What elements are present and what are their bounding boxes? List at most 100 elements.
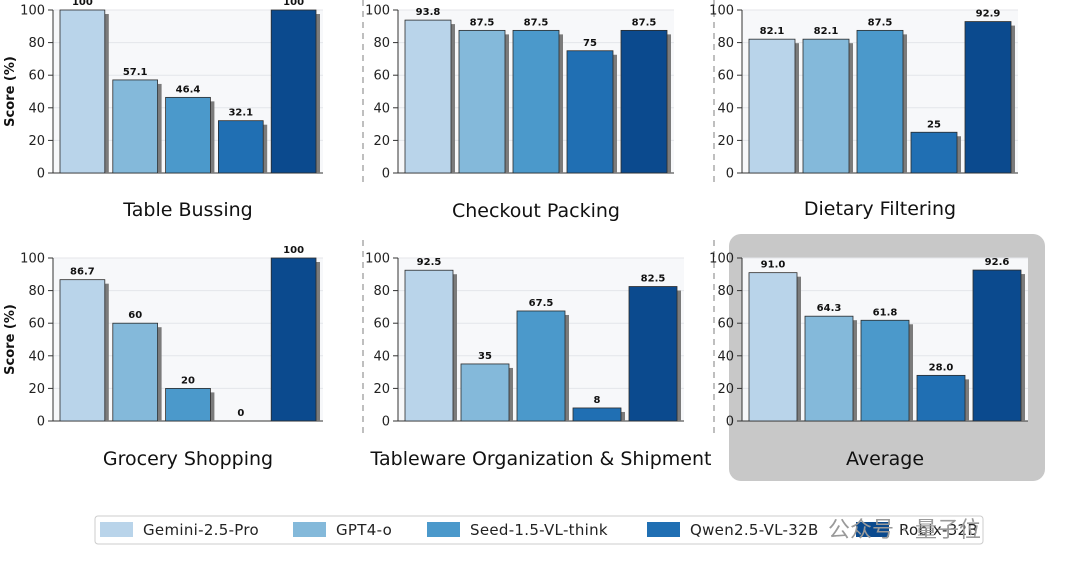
y-tick-label: 20 (717, 382, 734, 397)
y-tick-label: 40 (373, 101, 390, 116)
y-tick-label: 40 (717, 349, 734, 364)
bar-gpt4-o (458, 29, 506, 174)
bar-seed-1-5-vl-think (512, 29, 560, 174)
bar-gpt4-o (112, 322, 159, 422)
data-label: 75 (583, 38, 597, 49)
y-tick-label: 20 (373, 134, 390, 149)
y-tick-label: 0 (37, 415, 45, 430)
data-label: 92.6 (985, 257, 1010, 268)
y-tick-label: 80 (717, 36, 734, 51)
legend-swatch (427, 522, 460, 537)
y-tick-label: 100 (709, 4, 734, 19)
chart-panel-1: 0 20 40 60 80 100 100 57.1 46.4 32.1 100 Score (%) T… (3, 0, 323, 221)
y-tick-label: 20 (28, 382, 45, 397)
chart-panel-5: 0 20 40 60 80 100 92.5 35 67.5 8 82.5 Tableware Org… (365, 252, 711, 471)
panel-title: Dietary Filtering (804, 198, 956, 220)
chart-panel-4: 0 20 40 60 80 100 86.7 60 20 0 100 Score (%) Grocery… (3, 245, 323, 470)
data-label: 0 (237, 408, 244, 419)
bar-gemini-2-5-pro (748, 38, 796, 174)
data-label: 100 (283, 245, 304, 256)
data-label: 100 (72, 0, 93, 8)
chart-panel-3: 0 20 40 60 80 100 82.1 82.1 87.5 25 92.9 Dietary Fi… (709, 4, 1018, 220)
bar-gpt4-o (804, 315, 854, 422)
panel-title: Tableware Organization & Shipment (370, 448, 712, 470)
bar-qwen2-5-vl-32b (910, 131, 958, 174)
bar-robix-32b (972, 269, 1022, 422)
data-label: 20 (181, 375, 195, 386)
panel-title: Table Bussing (122, 199, 252, 221)
data-label: 92.5 (417, 257, 442, 268)
data-label: 92.9 (976, 9, 1001, 20)
bar-qwen2-5-vl-32b (217, 120, 264, 174)
y-tick-label: 60 (717, 317, 734, 332)
y-tick-label: 60 (717, 69, 734, 84)
bar-robix-32b (270, 9, 317, 174)
y-tick-label: 80 (373, 284, 390, 299)
data-label: 32.1 (228, 108, 253, 119)
y-tick-label: 60 (28, 69, 45, 84)
data-label: 87.5 (632, 17, 657, 28)
y-tick-label: 40 (717, 101, 734, 116)
y-axis-label: Score (%) (3, 304, 18, 375)
y-tick-label: 20 (373, 382, 390, 397)
y-tick-label: 60 (373, 317, 390, 332)
bar-seed-1-5-vl-think (860, 319, 910, 422)
y-tick-label: 80 (373, 36, 390, 51)
bar-qwen2-5-vl-32b (916, 374, 966, 422)
y-tick-label: 100 (20, 252, 45, 267)
y-tick-label: 100 (365, 252, 390, 267)
y-tick-label: 20 (28, 134, 45, 149)
legend-swatch (100, 522, 133, 537)
legend-swatch (856, 522, 889, 537)
y-tick-label: 0 (726, 415, 734, 430)
bar-gemini-2-5-pro (404, 19, 452, 174)
data-label: 64.3 (817, 303, 842, 314)
y-tick-label: 40 (28, 349, 45, 364)
legend-swatch (647, 522, 680, 537)
legend-swatch (293, 522, 326, 537)
data-label: 46.4 (176, 84, 201, 95)
bar-robix-32b (620, 29, 668, 174)
legend-label: Gemini-2.5-Pro (143, 521, 259, 539)
data-label: 87.5 (524, 17, 549, 28)
legend-label: Seed-1.5-VL-think (470, 521, 608, 539)
legend-label: Robix-32B (899, 521, 978, 539)
data-label: 87.5 (868, 17, 893, 28)
y-tick-label: 100 (20, 4, 45, 19)
bar-gemini-2-5-pro (59, 9, 106, 174)
legend: Gemini-2.5-Pro GPT4-o Seed-1.5-VL-think Qwe… (94, 515, 984, 545)
y-tick-label: 0 (382, 167, 390, 182)
bar-seed-1-5-vl-think (516, 310, 566, 422)
bar-gpt4-o (112, 79, 159, 174)
bar-qwen2-5-vl-32b (566, 50, 614, 174)
y-tick-label: 0 (37, 167, 45, 182)
data-label: 60 (128, 310, 142, 321)
watermark: 公众号 · 量子位 (828, 518, 981, 543)
bar-gpt4-o (460, 363, 510, 422)
panel-title: Checkout Packing (452, 200, 620, 222)
bar-seed-1-5-vl-think (165, 96, 211, 174)
y-tick-label: 100 (365, 4, 390, 19)
bar-seed-1-5-vl-think (165, 387, 211, 422)
data-label: 67.5 (529, 298, 554, 309)
bar-gemini-2-5-pro (59, 279, 106, 422)
y-tick-label: 0 (726, 167, 734, 182)
y-tick-label: 60 (373, 69, 390, 84)
data-label: 61.8 (873, 307, 898, 318)
y-tick-label: 0 (382, 415, 390, 430)
y-tick-label: 80 (717, 284, 734, 299)
panel-title: Average (846, 448, 924, 470)
data-label: 86.7 (70, 267, 95, 278)
bar-gpt4-o (802, 38, 850, 174)
bar-seed-1-5-vl-think (856, 29, 904, 174)
panel-title: Grocery Shopping (103, 448, 273, 470)
data-label: 91.0 (761, 260, 786, 271)
y-tick-label: 100 (709, 252, 734, 267)
data-label: 57.1 (123, 67, 148, 78)
legend-label: GPT4-o (336, 521, 392, 539)
y-tick-label: 20 (717, 134, 734, 149)
bar-robix-32b (628, 286, 678, 422)
data-label: 100 (283, 0, 304, 8)
y-axis-label: Score (%) (3, 56, 18, 127)
